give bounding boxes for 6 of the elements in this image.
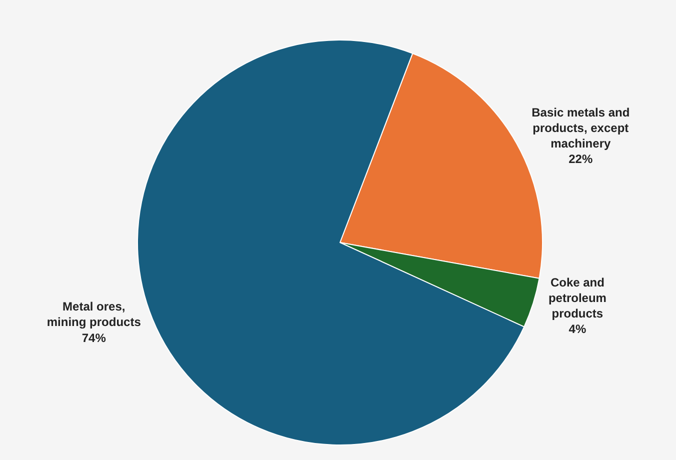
data-label: 4% (568, 322, 586, 336)
slice-label: Coke and petroleum products (548, 275, 606, 321)
data-label: 74% (82, 330, 106, 345)
slice-label: Basic metals and products, except machinery (532, 105, 630, 151)
data-label: 22% (568, 152, 593, 166)
slice-label: Metal ores, mining products (46, 300, 142, 330)
